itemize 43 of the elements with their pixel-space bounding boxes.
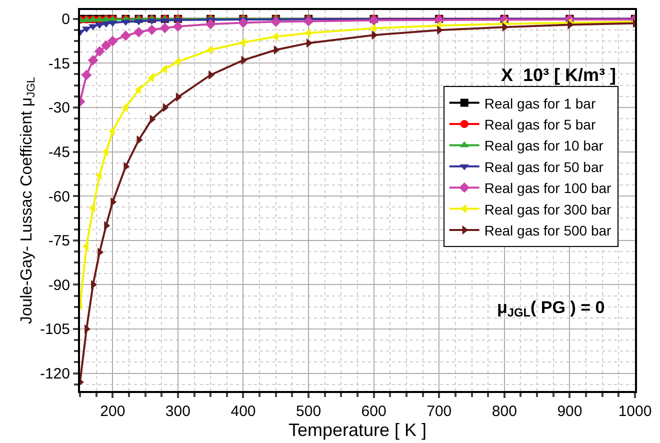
point bbox=[160, 22, 170, 34]
point bbox=[368, 15, 380, 26]
x-tick-label: 400 bbox=[230, 403, 256, 420]
point bbox=[81, 70, 92, 80]
y-tick-label: -60 bbox=[48, 188, 70, 206]
point bbox=[94, 46, 105, 57]
x-tick-label: 500 bbox=[296, 403, 322, 420]
x-tick-label: 700 bbox=[426, 403, 452, 420]
x-axis-title: Temperature [ K ] bbox=[288, 420, 427, 440]
point bbox=[303, 16, 314, 26]
legend-label: Real gas for 300 bar bbox=[484, 201, 612, 218]
legend-label: Real gas for 100 bar bbox=[484, 180, 612, 196]
y-tick-label: 0 bbox=[62, 11, 70, 28]
legend-label: Real gas for 500 bar bbox=[484, 222, 612, 238]
legend-label: Real gas for 10 bar bbox=[484, 138, 604, 154]
x-tick-label: 600 bbox=[361, 403, 386, 420]
point bbox=[134, 26, 144, 38]
point bbox=[120, 30, 131, 41]
x-tick-label: 300 bbox=[165, 403, 190, 420]
point bbox=[146, 24, 158, 35]
y-tick-label: -90 bbox=[48, 276, 70, 294]
y-tick-label: -45 bbox=[48, 144, 70, 162]
x-tick-label: 200 bbox=[100, 403, 126, 420]
point bbox=[172, 21, 184, 32]
point bbox=[100, 40, 112, 51]
point bbox=[238, 18, 248, 28]
annotation: μ$_{JGL}$( PG ) = 0 bbox=[497, 298, 605, 320]
y-tick-label: -120 bbox=[40, 366, 70, 383]
point bbox=[205, 18, 216, 30]
legend-label: Real gas for 1 bar bbox=[484, 95, 596, 112]
y-tick-label: -30 bbox=[48, 100, 70, 117]
x-tick-label: 800 bbox=[492, 403, 517, 420]
point bbox=[107, 36, 118, 46]
legend-label: Real gas for 5 bar bbox=[484, 116, 596, 132]
annotation: X 10³ [ K/m³ ] bbox=[501, 65, 616, 85]
y-tick-label: -75 bbox=[48, 232, 70, 250]
x-tick-label: 1000 bbox=[618, 403, 652, 420]
x-tick-label: 900 bbox=[557, 403, 582, 420]
legend-label: Real gas for 50 bar bbox=[484, 158, 604, 175]
y-tick-label: -105 bbox=[40, 321, 70, 338]
y-tick-label: -15 bbox=[48, 55, 70, 72]
point bbox=[270, 16, 282, 28]
point bbox=[88, 55, 98, 66]
